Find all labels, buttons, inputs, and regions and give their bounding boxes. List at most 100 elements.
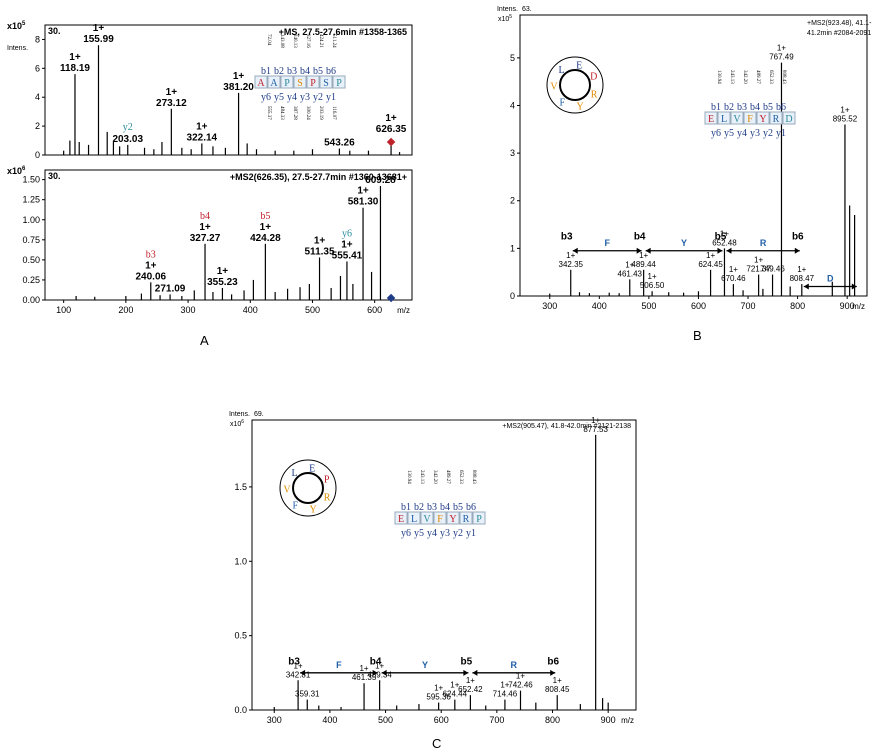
y-exponent-power: 6 [22, 166, 26, 172]
peak-label-342.35: 342.35 [559, 260, 584, 269]
sequence-residue-S: S [297, 78, 303, 89]
scan-id: 69. [254, 411, 264, 418]
residue-label-F: F [336, 660, 342, 670]
peak-label-489.34: 489.34 [367, 670, 392, 679]
peak-label-342.81: 342.81 [286, 670, 311, 679]
residue-box [254, 75, 268, 89]
b-mass-489.27: 489.27 [445, 470, 450, 484]
residue-box [717, 111, 731, 125]
cyclic-residue-R: R [324, 493, 331, 504]
peak-label-652.42: 652.42 [458, 685, 483, 694]
peak-label-652.48: 652.48 [712, 238, 737, 247]
residue-label-D: D [827, 273, 834, 283]
peak-charge: 1+ [69, 52, 81, 63]
x-tick-label: 600 [367, 305, 382, 315]
peak-label-877.53: 877.53 [583, 425, 608, 434]
x-tick-label: 500 [305, 305, 320, 315]
scan-header: +MS2(626.35), 27.5-27.7min #1360-13681+ [230, 172, 407, 182]
residue-box [446, 511, 460, 525]
y-ion-label: y4 [427, 528, 437, 539]
sequence-residue-F: F [747, 114, 753, 125]
peak-label-203.03: 203.03 [112, 134, 143, 145]
x-tick-label: 200 [118, 305, 133, 315]
b-ion-label: b3 [287, 66, 297, 77]
x-tick-label: 500 [641, 301, 656, 311]
cyclic-residue-P: P [324, 474, 330, 485]
peak-charge: 1+ [145, 260, 157, 271]
peak-charge: 1+ [516, 672, 525, 681]
peak-charge: 1+ [591, 416, 600, 425]
peak-charge: 1+ [294, 661, 303, 670]
plot-frame [44, 24, 413, 156]
peak-label-381.20: 381.20 [223, 82, 254, 93]
peak-charge: 1+ [166, 87, 178, 98]
b-ion-label: b2 [724, 102, 734, 113]
x-tick-label: 800 [545, 715, 560, 725]
ion-label-b3: b3 [561, 232, 573, 243]
sequence-residue-D: D [785, 114, 792, 125]
sequence-residue-A: A [257, 78, 265, 89]
ion-label-b6: b6 [792, 232, 804, 243]
peak-label-624.44: 624.44 [443, 690, 468, 699]
b-mass-243.13: 243.13 [729, 70, 734, 84]
peak-label-271.09: 271.09 [155, 283, 186, 294]
chart-C: 0.0 0.5 1.0 1.5 300 400 500 600 700 800 900 m/z Inte… [229, 411, 637, 725]
residue-label-R: R [511, 660, 518, 670]
y-exponent-power: 5 [509, 14, 512, 20]
y-tick-label: 0.0 [234, 705, 247, 715]
residue-box [420, 511, 434, 525]
x-axis-label: m/z [397, 306, 410, 315]
ion-label-y6: y6 [342, 228, 352, 239]
x-tick-label: 100 [56, 305, 71, 315]
peak-charge: 1+ [359, 664, 368, 673]
b-ion-label: b1 [711, 102, 721, 113]
y-tick-label: 6 [35, 63, 40, 73]
cyclic-residue-E: E [576, 60, 582, 71]
b-mass-243.13: 243.13 [419, 470, 424, 484]
ion-label-b4: b4 [200, 211, 210, 222]
peak-charge: 1+ [217, 266, 229, 277]
residue-label-R: R [760, 238, 767, 248]
y-axis-label: Intens. [497, 6, 518, 13]
scan-id: 30. [48, 171, 61, 181]
peak-label-424.28: 424.28 [250, 233, 281, 244]
peak-charge: 1+ [840, 106, 849, 115]
x-tick-label: 500 [378, 715, 393, 725]
y-tick-label: 2 [510, 196, 515, 206]
y-ion-label: y3 [300, 92, 310, 103]
cyclic-residue-F: F [293, 501, 299, 512]
peak-label-327.27: 327.27 [190, 233, 221, 244]
ion-label-b4: b4 [634, 232, 646, 243]
precursor-marker [386, 293, 396, 303]
x-tick-label: 400 [243, 305, 258, 315]
peak-label-595.36: 595.36 [426, 693, 451, 702]
panel-letter-A: A [200, 333, 209, 348]
peak-charge: 1+ [375, 661, 384, 670]
sequence-inset-B: 130.94 243.13 342.20 489.27 652.33 808.43 b1 b2… [546, 56, 796, 139]
b-mass-130.94: 130.94 [716, 70, 721, 84]
residue-box [267, 75, 281, 89]
peak-label-359.31: 359.31 [295, 690, 320, 699]
y-ion-label: y5 [274, 92, 284, 103]
y-tick-label: 8 [35, 34, 40, 44]
peak-label-273.12: 273.12 [156, 98, 187, 109]
y-tick-label: 1.50 [22, 175, 40, 185]
ion-label-b3: b3 [288, 656, 300, 667]
b-ion-label: b4 [750, 102, 760, 113]
plot-frame [519, 14, 868, 297]
y-exponent: x106 [7, 166, 26, 176]
ion-label-b5: b5 [715, 232, 727, 243]
y-ion-label: y4 [287, 92, 297, 103]
ion-label-b4: b4 [370, 656, 382, 667]
y-ion-label: y6 [261, 92, 271, 103]
sequence-residue-Y: Y [759, 114, 766, 125]
cyclic-residue-L: L [291, 468, 297, 479]
b-ion-label: b5 [453, 502, 463, 513]
y-exponent-power: 5 [22, 21, 26, 27]
peak-charge: 1+ [720, 229, 729, 238]
scan-id: 30. [48, 26, 61, 36]
residue-box [407, 511, 421, 525]
residue-box [306, 75, 320, 89]
sequence-residue-R: R [463, 514, 470, 525]
b-ion-label: b4 [440, 502, 450, 513]
